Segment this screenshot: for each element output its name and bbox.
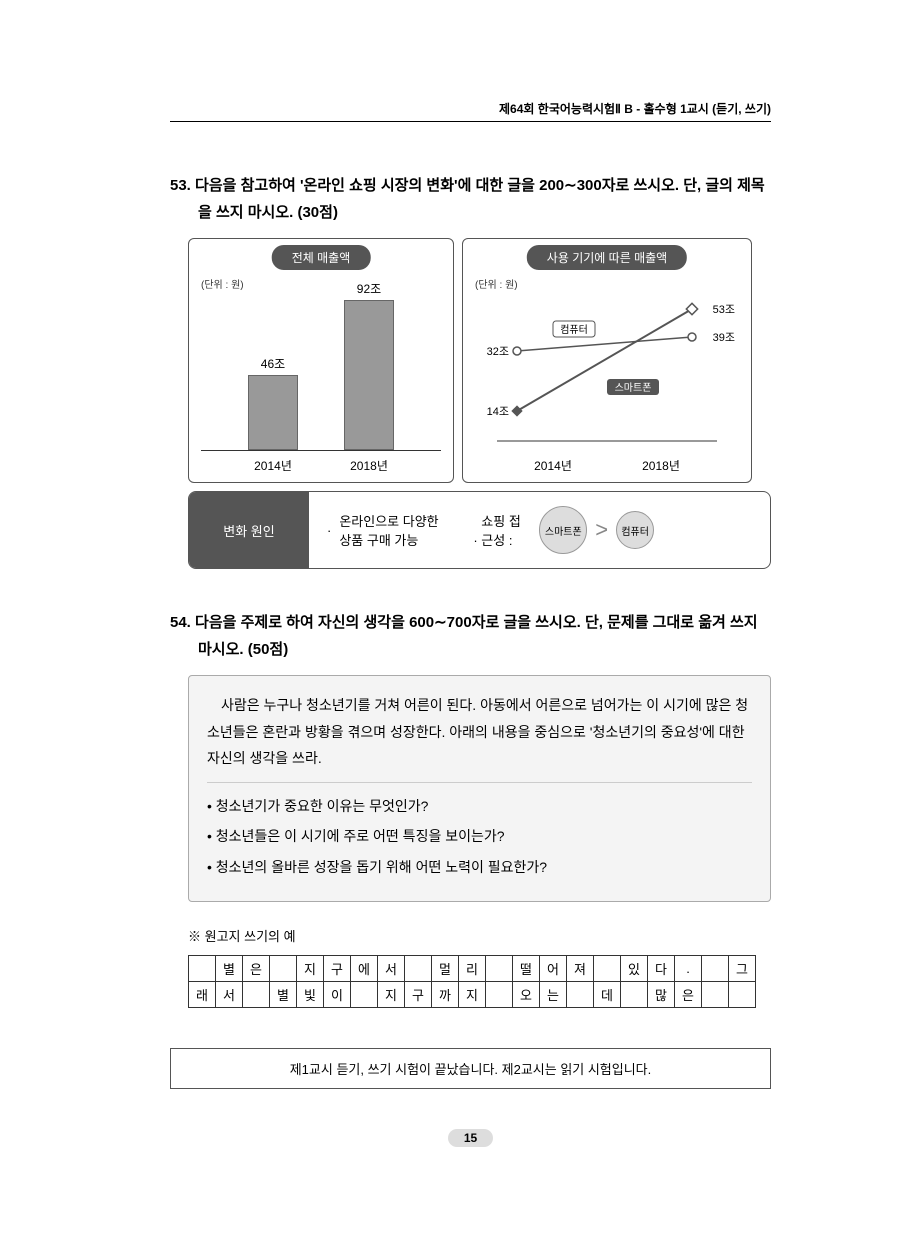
page-header: 제64회 한국어능력시험Ⅱ B - 홀수형 1교시 (듣기, 쓰기) bbox=[170, 100, 771, 122]
bar-xlabel-2: 2018년 bbox=[350, 457, 388, 474]
prompt-list: 청소년기가 중요한 이유는 무엇인가? 청소년들은 이 시기에 주로 어떤 특징… bbox=[207, 782, 752, 881]
bullet-1: 청소년기가 중요한 이유는 무엇인가? bbox=[207, 793, 752, 820]
bar-1 bbox=[248, 375, 298, 450]
line-chart: 사용 기기에 따른 매출액 (단위 : 원) 32조 39조 14조 53조 bbox=[462, 238, 752, 483]
grid-cell bbox=[351, 981, 378, 1007]
s1-label: 컴퓨터 bbox=[560, 324, 588, 336]
grid-cell: 멀 bbox=[432, 955, 459, 981]
bar-value-1: 46조 bbox=[261, 355, 285, 372]
manuscript-grid: 별은지구에서멀리떨어져있다.그 래서별빛이지구까지오는데많은 bbox=[188, 955, 756, 1008]
grid-cell bbox=[486, 955, 513, 981]
line-chart-title: 사용 기기에 따른 매출액 bbox=[527, 245, 687, 270]
grid-cell: 이 bbox=[324, 981, 351, 1007]
grid-cell bbox=[621, 981, 648, 1007]
grid-cell: 까 bbox=[432, 981, 459, 1007]
grid-cell bbox=[243, 981, 270, 1007]
grid-cell bbox=[567, 981, 594, 1007]
grid-cell: 다 bbox=[648, 955, 675, 981]
bar-2 bbox=[344, 300, 394, 450]
s2-end: 53조 bbox=[713, 304, 735, 316]
bullet-2: 청소년들은 이 시기에 주로 어떤 특징을 보이는가? bbox=[207, 823, 752, 850]
grid-cell: 지 bbox=[459, 981, 486, 1007]
grid-cell bbox=[702, 981, 729, 1007]
grid-cell: 어 bbox=[540, 955, 567, 981]
page-number: 15 bbox=[170, 1129, 771, 1147]
bar-unit: (단위 : 원) bbox=[201, 276, 441, 291]
footer-notice: 제1교시 듣기, 쓰기 시험이 끝났습니다. 제2교시는 읽기 시험입니다. bbox=[170, 1048, 771, 1089]
greater-than-icon: > bbox=[595, 517, 608, 543]
grid-cell: 지 bbox=[297, 955, 324, 981]
s1-start: 32조 bbox=[487, 346, 509, 358]
line-svg: 32조 39조 14조 53조 컴퓨터 스마트폰 bbox=[475, 291, 739, 451]
prompt-intro: 사람은 누구나 청소년기를 거쳐 어른이 된다. 아동에서 어른으로 넘어가는 … bbox=[207, 692, 752, 772]
grid-cell bbox=[270, 955, 297, 981]
line-xlabel-1: 2014년 bbox=[534, 457, 572, 474]
grid-cell: 별 bbox=[270, 981, 297, 1007]
grid-cell: 서 bbox=[216, 981, 243, 1007]
grid-cell: 에 bbox=[351, 955, 378, 981]
grid-cell: . bbox=[675, 955, 702, 981]
line-xlabel-2: 2018년 bbox=[642, 457, 680, 474]
s1-end: 39조 bbox=[713, 332, 735, 344]
grid-cell: 많 bbox=[648, 981, 675, 1007]
grid-cell: 오 bbox=[513, 981, 540, 1007]
grid-cell: 있 bbox=[621, 955, 648, 981]
causes-label: 변화 원인 bbox=[189, 492, 309, 568]
line-unit: (단위 : 원) bbox=[475, 276, 739, 291]
grid-cell bbox=[486, 981, 513, 1007]
question-53: 53. 다음을 참고하여 '온라인 쇼핑 시장의 변화'에 대한 글을 200∼… bbox=[170, 172, 771, 569]
cause-1: · 온라인으로 다양한 상품 구매 가능 bbox=[327, 511, 449, 549]
grid-cell: 서 bbox=[378, 955, 405, 981]
grid-cell: 래 bbox=[189, 981, 216, 1007]
grid-cell: 별 bbox=[216, 955, 243, 981]
grid-cell bbox=[702, 955, 729, 981]
bar-value-2: 92조 bbox=[357, 280, 381, 297]
grid-cell: 지 bbox=[378, 981, 405, 1007]
prompt-box: 사람은 누구나 청소년기를 거쳐 어른이 된다. 아동에서 어른으로 넘어가는 … bbox=[188, 675, 771, 902]
causes-panel: 변화 원인 · 온라인으로 다양한 상품 구매 가능 · 쇼핑 접근성 : 스마… bbox=[188, 491, 771, 569]
grid-cell bbox=[594, 955, 621, 981]
bullet-3: 청소년의 올바른 성장을 돕기 위해 어떤 노력이 필요한가? bbox=[207, 854, 752, 881]
grid-cell: 떨 bbox=[513, 955, 540, 981]
bar-xlabel-1: 2014년 bbox=[254, 457, 292, 474]
grid-cell bbox=[189, 955, 216, 981]
question-54: 54. 다음을 주제로 하여 자신의 생각을 600∼700자로 글을 쓰시오.… bbox=[170, 609, 771, 1008]
grid-cell: 는 bbox=[540, 981, 567, 1007]
grid-cell: 은 bbox=[243, 955, 270, 981]
grid-cell: 은 bbox=[675, 981, 702, 1007]
s2-label: 스마트폰 bbox=[615, 382, 652, 394]
grid-cell: 리 bbox=[459, 955, 486, 981]
circle-smartphone: 스마트폰 bbox=[539, 506, 587, 554]
manuscript-note: ※ 원고지 쓰기의 예 bbox=[188, 926, 771, 945]
cause-2: · 쇼핑 접근성 : 스마트폰 > 컴퓨터 bbox=[473, 506, 654, 554]
grid-cell: 데 bbox=[594, 981, 621, 1007]
bar-chart: 전체 매출액 (단위 : 원) 46조 92조 2014년 2018년 bbox=[188, 238, 454, 483]
grid-cell: 구 bbox=[324, 955, 351, 981]
q53-text: 53. 다음을 참고하여 '온라인 쇼핑 시장의 변화'에 대한 글을 200∼… bbox=[170, 172, 771, 226]
q54-text: 54. 다음을 주제로 하여 자신의 생각을 600∼700자로 글을 쓰시오.… bbox=[170, 609, 771, 663]
grid-cell: 져 bbox=[567, 955, 594, 981]
circle-computer: 컴퓨터 bbox=[616, 511, 654, 549]
grid-cell bbox=[405, 955, 432, 981]
grid-cell: 구 bbox=[405, 981, 432, 1007]
s2-start: 14조 bbox=[487, 406, 509, 418]
grid-cell: 그 bbox=[729, 955, 756, 981]
bar-chart-title: 전체 매출액 bbox=[272, 245, 371, 270]
grid-cell: 빛 bbox=[297, 981, 324, 1007]
grid-cell bbox=[729, 981, 756, 1007]
